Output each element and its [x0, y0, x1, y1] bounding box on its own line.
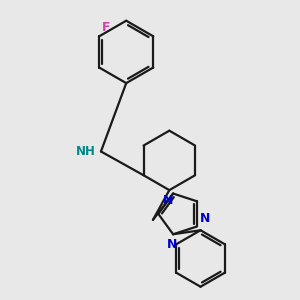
Text: N: N	[163, 194, 173, 207]
Text: F: F	[102, 21, 111, 34]
Text: N: N	[167, 238, 177, 251]
Text: N: N	[200, 212, 210, 225]
Text: NH: NH	[76, 145, 96, 158]
